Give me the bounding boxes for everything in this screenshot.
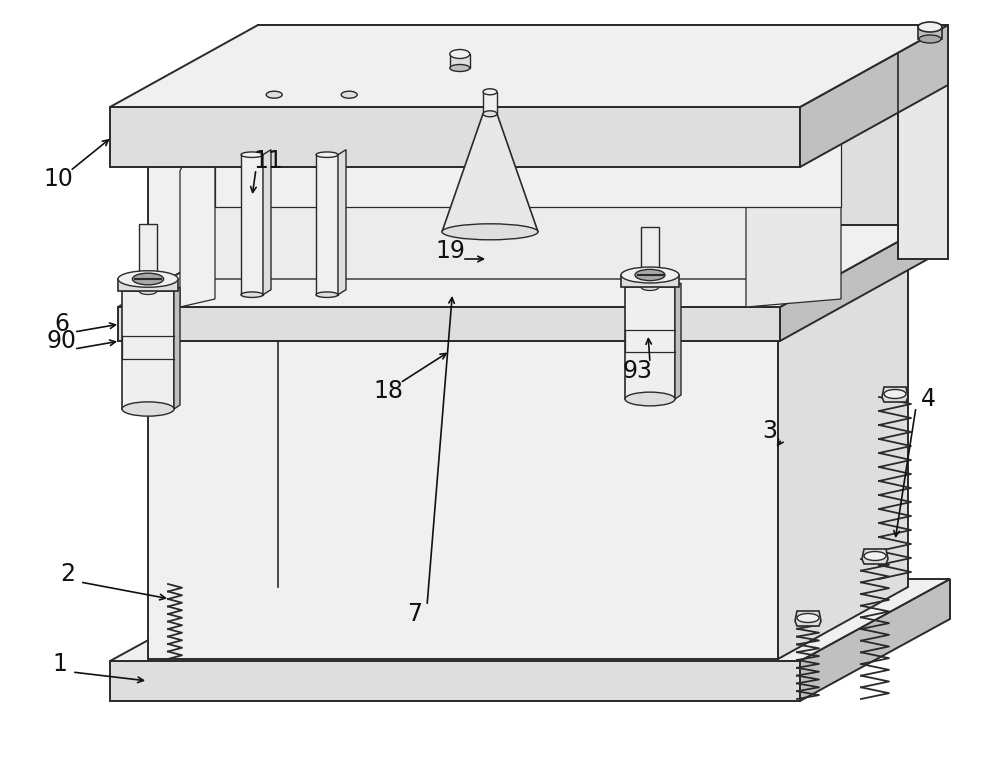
Text: 18: 18 — [373, 379, 403, 403]
Polygon shape — [122, 291, 174, 409]
Ellipse shape — [442, 224, 538, 240]
Polygon shape — [148, 269, 908, 341]
Ellipse shape — [316, 152, 338, 157]
Polygon shape — [241, 155, 263, 294]
Ellipse shape — [919, 35, 941, 43]
Polygon shape — [338, 150, 346, 294]
Polygon shape — [675, 283, 681, 399]
Polygon shape — [800, 579, 950, 701]
Polygon shape — [316, 155, 338, 294]
Polygon shape — [180, 207, 841, 279]
Ellipse shape — [797, 613, 819, 622]
Text: 11: 11 — [253, 149, 283, 173]
Polygon shape — [442, 114, 538, 231]
Text: 4: 4 — [920, 387, 936, 411]
Polygon shape — [625, 287, 675, 399]
Polygon shape — [118, 307, 780, 341]
Polygon shape — [183, 95, 873, 167]
Ellipse shape — [483, 89, 497, 95]
Ellipse shape — [450, 65, 470, 71]
Polygon shape — [746, 99, 841, 307]
Ellipse shape — [341, 91, 357, 98]
Polygon shape — [148, 95, 908, 167]
Polygon shape — [780, 225, 928, 341]
Polygon shape — [148, 341, 778, 659]
Text: 1: 1 — [53, 652, 67, 676]
Polygon shape — [110, 107, 800, 167]
Ellipse shape — [118, 271, 178, 287]
Polygon shape — [174, 287, 180, 409]
Text: 6: 6 — [54, 312, 70, 336]
Polygon shape — [641, 227, 659, 287]
Ellipse shape — [884, 389, 906, 398]
Text: 2: 2 — [60, 562, 76, 586]
Ellipse shape — [625, 392, 675, 406]
Ellipse shape — [450, 49, 470, 58]
Ellipse shape — [621, 267, 679, 283]
Polygon shape — [110, 25, 948, 107]
Polygon shape — [483, 92, 497, 114]
Text: 10: 10 — [43, 167, 73, 191]
Polygon shape — [139, 224, 157, 291]
Ellipse shape — [132, 273, 164, 285]
Text: 93: 93 — [623, 359, 653, 383]
Polygon shape — [918, 27, 942, 39]
Polygon shape — [862, 549, 888, 564]
Ellipse shape — [139, 288, 157, 294]
Polygon shape — [148, 167, 778, 307]
Ellipse shape — [316, 292, 338, 298]
Polygon shape — [795, 611, 821, 626]
Ellipse shape — [122, 402, 174, 416]
Polygon shape — [118, 279, 178, 291]
Ellipse shape — [266, 91, 282, 98]
Ellipse shape — [918, 22, 942, 32]
Polygon shape — [180, 99, 215, 307]
Ellipse shape — [635, 269, 665, 281]
Polygon shape — [110, 579, 950, 661]
Ellipse shape — [241, 292, 263, 298]
Polygon shape — [778, 95, 908, 307]
Polygon shape — [800, 25, 948, 167]
Text: 3: 3 — [763, 419, 778, 443]
Polygon shape — [898, 25, 948, 259]
Polygon shape — [882, 387, 908, 402]
Ellipse shape — [864, 552, 886, 560]
Ellipse shape — [483, 111, 497, 117]
Ellipse shape — [641, 284, 659, 291]
Polygon shape — [263, 150, 271, 294]
Text: 19: 19 — [435, 239, 465, 263]
Polygon shape — [450, 54, 470, 68]
Polygon shape — [621, 275, 679, 287]
Polygon shape — [778, 269, 908, 659]
Polygon shape — [110, 661, 800, 701]
Text: 7: 7 — [408, 602, 422, 626]
Ellipse shape — [241, 152, 263, 157]
Polygon shape — [215, 99, 841, 207]
Text: 90: 90 — [47, 329, 77, 353]
Polygon shape — [118, 225, 928, 307]
